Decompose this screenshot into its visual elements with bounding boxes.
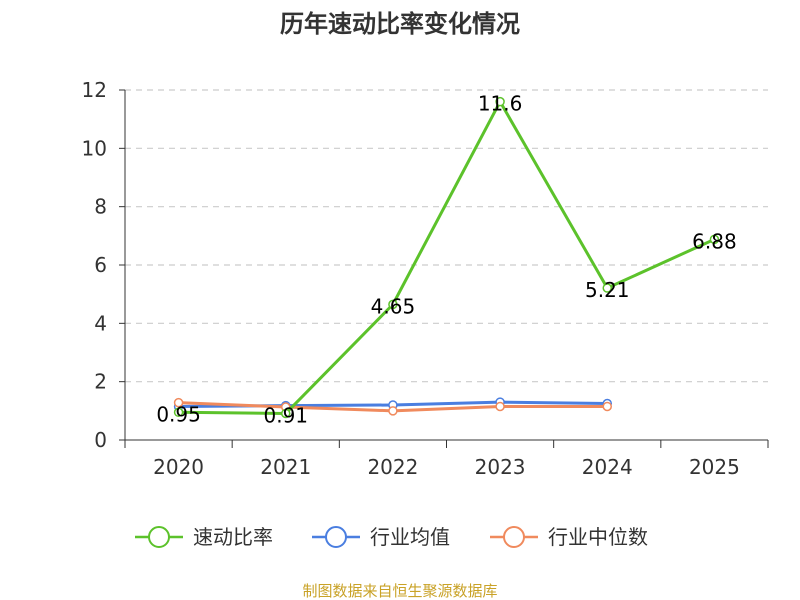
grid [125, 89, 768, 383]
series-point [173, 407, 184, 418]
legend-item[interactable]: 行业均值 [312, 525, 450, 549]
y-tick-label: 8 [94, 195, 107, 219]
chart-title: 历年速动比率变化情况 [280, 10, 520, 38]
series-point [388, 299, 398, 310]
series-point [173, 397, 184, 408]
legend-item[interactable]: 速动比率 [135, 525, 273, 549]
series-point [281, 408, 291, 419]
legend-label: 速动比率 [193, 525, 273, 549]
series-line [178, 100, 716, 415]
y-tick-label: 10 [82, 136, 107, 160]
x-tick-label: 2024 [582, 455, 633, 479]
x-tick-label: 2023 [475, 455, 526, 479]
y-tick-label: 12 [82, 78, 107, 102]
data-label: 0.91 [263, 403, 308, 427]
data-label: 5.21 [585, 278, 630, 302]
series-point [388, 406, 398, 416]
data-label: 0.95 [156, 402, 201, 426]
y-tick-label: 4 [94, 311, 107, 335]
x-tick-label: 2025 [689, 455, 740, 479]
legend[interactable]: 速动比率 行业均值 行业中位数 [135, 525, 648, 549]
y-tick-label: 6 [94, 253, 107, 277]
series-point [602, 283, 612, 293]
series [173, 96, 720, 419]
x-tick-label: 2020 [153, 455, 204, 479]
series-point [602, 401, 612, 412]
series-point [495, 401, 505, 412]
legend-marker [503, 526, 525, 548]
data-labels: 0.95 0.91 4.65 11.6 5.21 6.88 [156, 92, 736, 428]
y-tick-label: 0 [94, 428, 107, 452]
legend-marker [325, 526, 347, 548]
x-tick-label: 2022 [367, 455, 418, 479]
source-note: 制图数据来自恒生聚源数据库 [302, 582, 497, 600]
legend-marker [148, 526, 170, 548]
series-point [495, 96, 505, 107]
legend-label: 行业均值 [370, 525, 450, 549]
y-tick-label: 2 [94, 370, 107, 394]
legend-label: 行业中位数 [548, 525, 648, 549]
data-label: 11.6 [478, 92, 523, 116]
x-tick-label: 2021 [260, 455, 311, 479]
legend-item[interactable]: 行业中位数 [490, 525, 648, 549]
series-point [709, 234, 720, 245]
data-label: 6.88 [692, 229, 737, 253]
axes: 0 2 4 6 8 10 12 2020 2021 2022 2023 2024 2025 [82, 78, 769, 479]
data-label: 4.65 [371, 294, 416, 318]
